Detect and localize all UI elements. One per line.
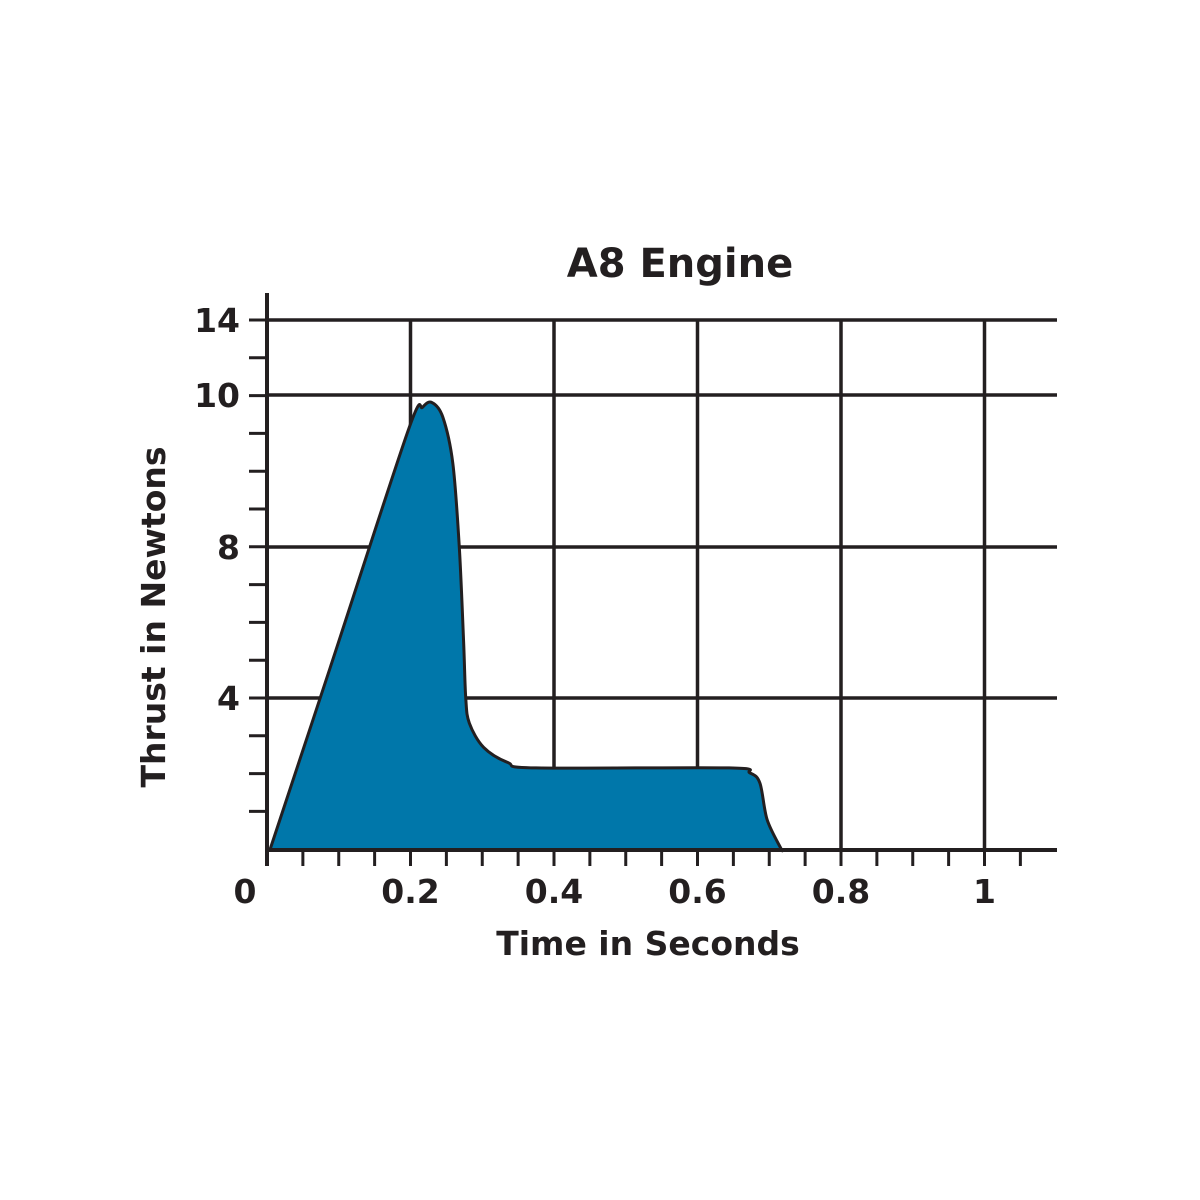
x-tick-label: 0.4 xyxy=(525,872,583,911)
y-tick-labels: 4 8 10 14 xyxy=(194,301,240,718)
x-tick-label: 0 xyxy=(234,872,257,911)
thrust-curve-area xyxy=(268,400,784,853)
y-tick-label: 14 xyxy=(194,301,240,340)
y-tick-label: 4 xyxy=(217,679,240,718)
y-axis-label: Thrust in Newtons xyxy=(134,446,173,787)
x-tick-label: 0.2 xyxy=(381,872,439,911)
x-tick-label: 0.8 xyxy=(812,872,870,911)
x-tick-label: 0.6 xyxy=(668,872,726,911)
x-tick-labels: 0 0.2 0.4 0.6 0.8 1 xyxy=(234,872,996,911)
y-tick-label: 8 xyxy=(217,528,240,567)
x-tick-label: 1 xyxy=(973,872,996,911)
chart-title: A8 Engine xyxy=(567,241,793,287)
axes xyxy=(249,293,1057,866)
y-tick-label: 10 xyxy=(194,376,240,415)
x-axis-label: Time in Seconds xyxy=(496,924,800,963)
